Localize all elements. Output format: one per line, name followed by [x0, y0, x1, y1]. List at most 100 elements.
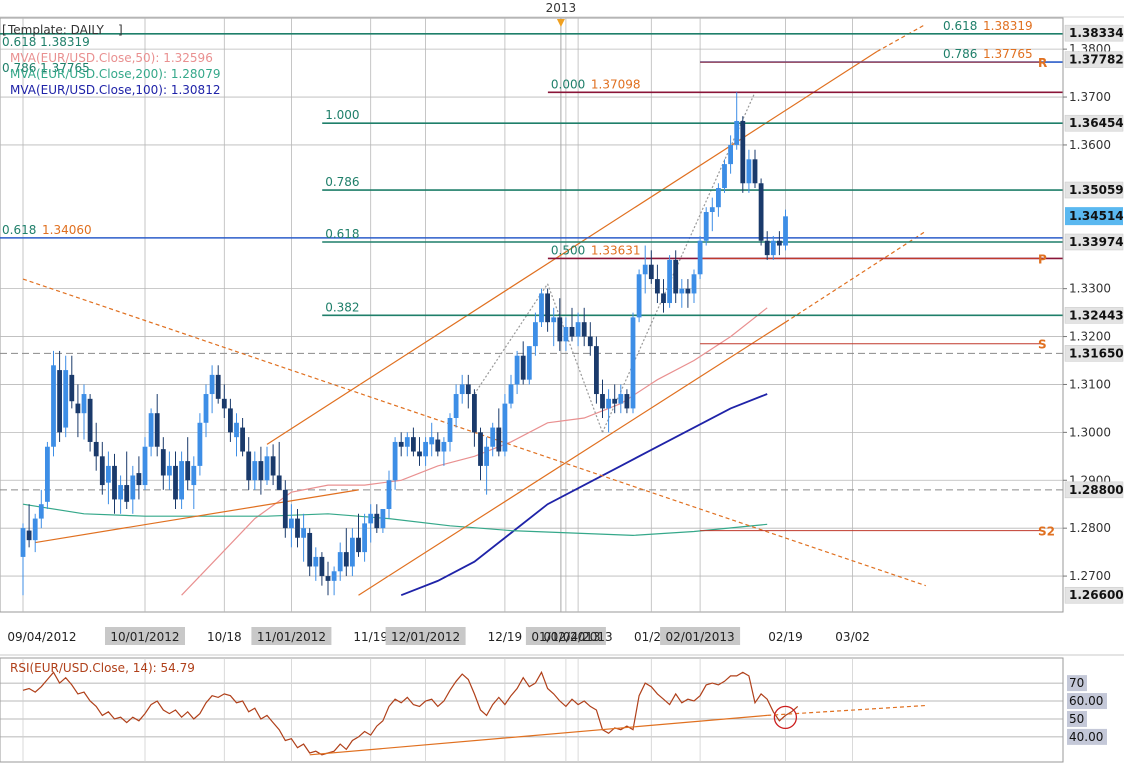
fib-label-2: 0.000	[551, 77, 585, 91]
candle-body	[624, 394, 630, 409]
candle	[575, 312, 581, 347]
candle	[459, 374, 465, 404]
candle-body	[673, 259, 679, 294]
candle-body	[642, 264, 648, 275]
candle-body	[142, 446, 148, 486]
candle-body	[118, 485, 123, 500]
candle-body	[215, 374, 221, 399]
candle	[301, 513, 306, 562]
candle-body	[289, 518, 294, 529]
candle	[32, 513, 38, 553]
candle	[228, 398, 233, 442]
rsi-tick-bg-1	[1067, 693, 1107, 710]
candle-body	[703, 212, 709, 241]
candle	[758, 178, 764, 246]
price-badge-0: 1.38334	[1069, 26, 1124, 40]
candle-body	[392, 441, 398, 481]
candle-body	[453, 394, 459, 418]
year-label: 2013	[546, 1, 577, 15]
candle	[325, 561, 331, 596]
candle-body	[752, 159, 758, 184]
candle	[173, 451, 178, 510]
candle-body	[167, 465, 172, 476]
candle	[569, 307, 575, 342]
candle-body	[465, 384, 471, 395]
candle-body	[20, 528, 26, 557]
candle	[545, 288, 550, 332]
time-label-1: 10/01/2012	[110, 630, 179, 644]
candle-body	[258, 461, 264, 481]
candle	[368, 504, 374, 543]
candle-body	[551, 317, 557, 323]
candle	[45, 441, 50, 510]
candle-body	[594, 346, 599, 395]
candle	[514, 350, 520, 395]
candles	[20, 92, 788, 596]
price-badge-bg-8	[1064, 586, 1124, 604]
price-badge-bg-4	[1064, 233, 1124, 251]
mva-line-mva50	[181, 307, 768, 596]
candle-body	[618, 394, 624, 404]
candle-body	[343, 552, 349, 567]
candle	[75, 384, 81, 438]
candle-body	[545, 293, 550, 323]
price-axis: 1.38001.37001.36001.33001.32001.31001.30…	[1062, 18, 1124, 612]
candle	[148, 408, 154, 457]
candle	[661, 279, 666, 313]
candle	[246, 437, 252, 490]
price-badge-bg-6	[1064, 345, 1124, 362]
candle	[703, 207, 709, 246]
candle-body	[648, 264, 654, 280]
candle-body	[539, 293, 544, 323]
time-label-7: 01/02/2013	[531, 630, 600, 644]
candle	[722, 159, 727, 193]
price-badge-3: 1.35059	[1069, 183, 1124, 197]
candle	[746, 149, 752, 193]
pivot-label-1: P	[1038, 252, 1047, 266]
time-label-bg-5	[385, 627, 466, 645]
candle	[57, 350, 62, 442]
time-label-bg-1	[105, 627, 185, 645]
candle	[374, 504, 380, 533]
candle	[685, 279, 691, 308]
candle	[655, 264, 660, 304]
candle-body	[533, 322, 538, 347]
candle	[667, 255, 672, 308]
fib-label-0: 0.618	[943, 19, 977, 33]
candle	[51, 350, 56, 457]
candle	[728, 135, 733, 174]
time-label-bg-3	[251, 627, 332, 645]
candle	[606, 389, 611, 433]
candle-body	[606, 398, 611, 409]
candle	[118, 475, 123, 514]
candle	[417, 437, 422, 466]
candle	[93, 422, 99, 471]
trendline-3	[358, 321, 786, 596]
trendline-1	[266, 51, 878, 445]
candle	[557, 298, 563, 351]
candle	[526, 346, 532, 385]
rsi-title: RSI(EUR/USD.Close, 14): 54.79	[10, 661, 195, 675]
trendline-4	[785, 230, 927, 323]
candle-body	[734, 120, 740, 145]
candle-body	[746, 159, 752, 184]
candle	[423, 437, 428, 466]
candle-body	[661, 293, 666, 304]
mva-line-mva100	[400, 393, 768, 597]
candle-body	[185, 461, 191, 481]
candle-body	[484, 446, 489, 466]
candle	[697, 235, 703, 280]
price-badge-6: 1.31650	[1069, 346, 1124, 360]
candle	[679, 279, 685, 308]
candle-body	[600, 394, 605, 409]
candle-body	[319, 556, 325, 577]
price-badge-8: 1.26600	[1069, 588, 1124, 602]
candle	[752, 149, 758, 189]
candle	[258, 446, 264, 495]
candle	[709, 197, 715, 232]
candle-body	[337, 552, 343, 572]
candle	[734, 92, 740, 150]
candle	[398, 432, 404, 457]
candle-body	[502, 403, 508, 452]
